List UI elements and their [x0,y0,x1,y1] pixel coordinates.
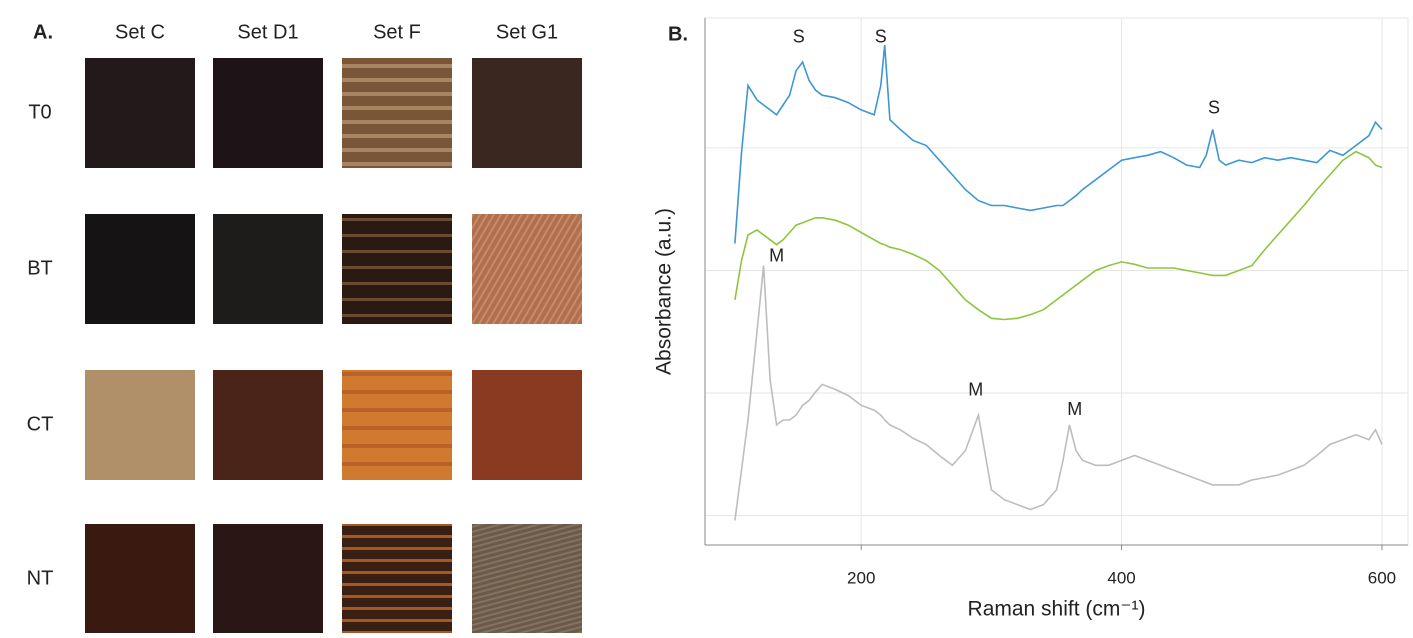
sample-photo [85,58,195,168]
sample-photo [85,524,195,634]
column-header: Set G1 [496,21,558,43]
row-label: CT [27,413,54,435]
x-axis-title: Raman shift (cm⁻¹) [968,598,1146,621]
sample-photo [85,370,195,480]
spectrum-line [734,150,1383,321]
x-tick-label: 200 [847,568,875,587]
peak-annotation: S [793,26,805,46]
sample-photo [472,524,582,634]
row-label: BT [27,257,53,279]
peak-annotation: M [968,379,983,399]
sample-photo [342,214,452,324]
peak-annotation: S [1208,97,1220,117]
sample-photo [213,524,323,634]
sample-photo [342,58,452,168]
sample-photo [472,58,582,168]
panel-label: A. [33,21,53,43]
panel-label: B. [668,23,688,45]
sample-photo [472,214,582,324]
peak-annotation: M [1067,399,1082,419]
column-header: Set F [373,21,421,43]
column-header: Set D1 [237,21,298,43]
y-axis-title: Absorbance (a.u.) [653,208,676,375]
column-header: Set C [115,21,165,43]
sample-photo [85,214,195,324]
sample-photo [213,58,323,168]
sample-photo [342,370,452,480]
peak-annotation: M [769,246,784,266]
x-tick-label: 600 [1368,568,1396,587]
x-tick-label: 400 [1107,568,1135,587]
spectrum-line [734,44,1383,244]
sample-photo [472,370,582,480]
row-label: NT [27,567,54,589]
peak-annotation: S [875,26,887,46]
sample-photo [213,370,323,480]
sample-photo [342,524,452,634]
row-label: T0 [28,101,51,123]
sample-photo [213,214,323,324]
spectrum-line [734,265,1383,521]
